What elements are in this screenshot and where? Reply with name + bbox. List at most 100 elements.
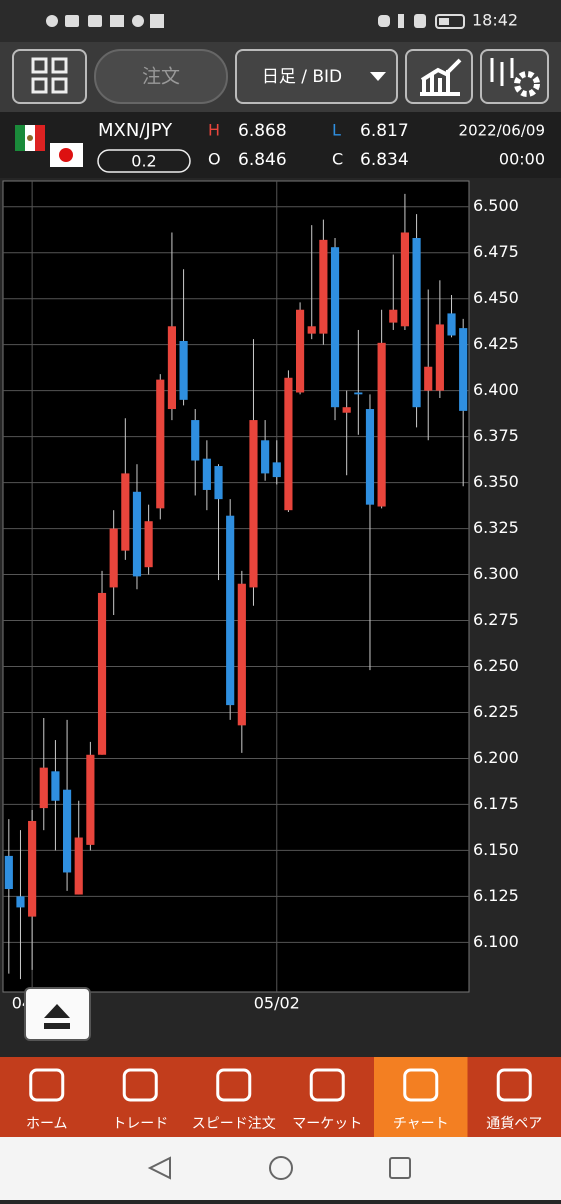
- y-tick-label: 6.175: [473, 794, 519, 813]
- y-tick-label: 6.250: [473, 656, 519, 675]
- nav-icon[interactable]: [309, 1068, 345, 1102]
- y-tick-label: 6.125: [473, 886, 519, 905]
- flags: [15, 125, 83, 167]
- timeframe-dropdown[interactable]: [235, 49, 398, 104]
- menu-button[interactable]: [12, 49, 87, 104]
- nav-icon[interactable]: [122, 1068, 158, 1102]
- nav-icon[interactable]: [403, 1068, 439, 1102]
- open-value: 6.846: [238, 150, 287, 170]
- y-tick-label: 6.425: [473, 334, 519, 353]
- candle-body: [214, 466, 223, 500]
- candle-body: [342, 407, 351, 413]
- candle-body: [237, 583, 246, 726]
- y-tick-label: 6.500: [473, 196, 519, 215]
- candle-body: [39, 767, 48, 809]
- candle-body: [377, 342, 386, 507]
- nav-icon[interactable]: [29, 1068, 65, 1102]
- low-value: 6.817: [360, 121, 409, 141]
- candle-body: [284, 377, 293, 511]
- spread: 0.2: [131, 152, 156, 171]
- candle-body: [261, 440, 270, 474]
- candle-body: [295, 309, 305, 393]
- nav-label: チャート: [393, 1116, 449, 1132]
- spread-pill: [97, 149, 191, 173]
- high-value: 6.868: [238, 121, 287, 141]
- y-tick-label: 6.275: [473, 610, 519, 629]
- status-icons: [46, 14, 465, 29]
- recents-button[interactable]: [389, 1157, 411, 1179]
- nav-icon[interactable]: [496, 1068, 532, 1102]
- y-tick-label: 6.375: [473, 426, 519, 445]
- chart: 6.100 6.125 6.150 6.175 6.200 6.225 6.250 6.275…: [3, 181, 519, 1013]
- order-label: 注文: [142, 66, 180, 88]
- collapse-button[interactable]: [24, 987, 91, 1041]
- candle-body: [459, 328, 468, 411]
- nav-label: トレード: [112, 1116, 168, 1132]
- quote-bar: [0, 112, 561, 178]
- candle-body: [249, 420, 258, 588]
- home-button[interactable]: [269, 1156, 293, 1180]
- close-label: C: [332, 150, 343, 169]
- candle-body: [400, 232, 410, 327]
- nav-tabs: ホーム トレード スピード注文 マーケット チャート 通貨ペア: [26, 1057, 542, 1137]
- y-tick-label: 6.100: [473, 932, 519, 951]
- timeframe-label: 日足 / BID: [262, 67, 342, 87]
- candle-body: [191, 420, 200, 461]
- candle-body: [272, 462, 281, 478]
- status-time: 18:42: [472, 11, 518, 30]
- settings-button[interactable]: [480, 49, 549, 104]
- high-label: H: [208, 121, 220, 140]
- candle-body: [16, 896, 25, 908]
- nav-label: ホーム: [26, 1116, 68, 1132]
- candle-body: [97, 592, 107, 755]
- nav-label: 通貨ペア: [486, 1115, 542, 1132]
- y-tick-label: 6.150: [473, 840, 519, 859]
- x-tick-label: 05/02: [254, 994, 300, 1013]
- candle-body: [86, 754, 95, 845]
- chart-type-button[interactable]: [405, 49, 473, 104]
- nav-label: マーケット: [292, 1116, 362, 1132]
- open-label: O: [208, 150, 221, 169]
- candle-body: [167, 326, 177, 410]
- candle-body: [144, 521, 153, 568]
- y-tick-label: 6.450: [473, 288, 519, 307]
- plot-area: [2, 180, 470, 993]
- candle-body: [226, 515, 235, 706]
- y-tick-label: 6.475: [473, 242, 519, 261]
- back-button[interactable]: [147, 1156, 171, 1180]
- candle-body: [4, 855, 13, 890]
- candle-body: [156, 379, 165, 509]
- candle-body: [51, 771, 60, 801]
- pair: MXN/JPY: [98, 120, 173, 141]
- candle-body: [447, 313, 456, 336]
- candle-body: [307, 326, 316, 334]
- candle-body: [202, 458, 211, 490]
- candle-body: [319, 239, 328, 334]
- candle-body: [412, 238, 421, 408]
- y-tick-label: 6.400: [473, 380, 519, 399]
- candle-body: [74, 837, 83, 895]
- y-tick-label: 6.325: [473, 518, 519, 537]
- system-nav: [0, 1137, 561, 1200]
- bottom-nav: [0, 1057, 561, 1137]
- candle-body: [109, 528, 118, 588]
- candle-body: [354, 392, 363, 395]
- low-label: L: [332, 121, 341, 140]
- candle-body: [121, 473, 130, 551]
- candle-body: [28, 820, 37, 917]
- y-tick-label: 6.200: [473, 748, 519, 767]
- candle-body: [179, 340, 188, 400]
- dropdown-arrow: [370, 72, 386, 81]
- candle-body: [435, 324, 444, 391]
- candle-body: [132, 491, 142, 577]
- candle-body: [330, 247, 340, 408]
- nav-icon[interactable]: [216, 1068, 252, 1102]
- nav-label: スピード注文: [192, 1116, 276, 1132]
- candle-body: [424, 366, 433, 391]
- candle-body: [389, 309, 398, 323]
- y-tick-label: 6.225: [473, 702, 519, 721]
- order-button[interactable]: [94, 49, 228, 104]
- quote-date: 2022/06/09: [459, 122, 545, 140]
